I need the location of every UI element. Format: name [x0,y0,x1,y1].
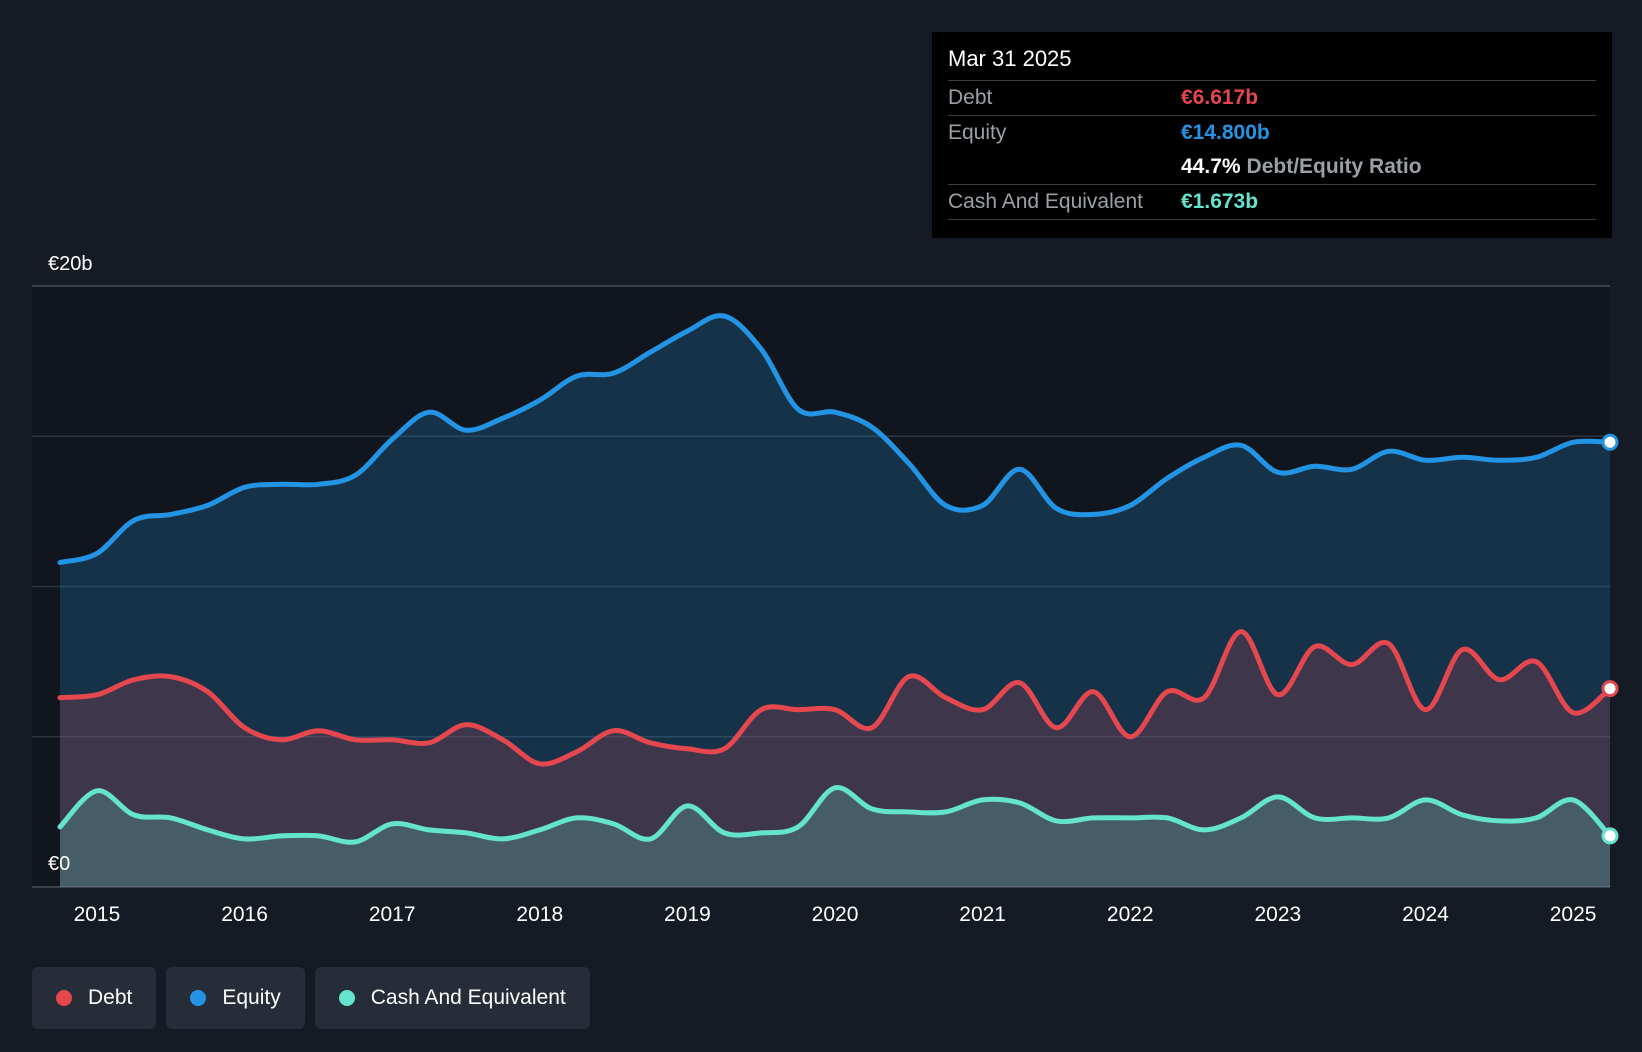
x-tick-label: 2018 [516,903,563,926]
legend-equity-button[interactable]: Equity [166,967,305,1029]
tooltip-debt-row: Debt €6.617b [948,81,1596,116]
cash-area [60,787,1610,887]
chart-legend: Debt Equity Cash And Equivalent [32,967,590,1029]
debt-dot-icon [56,990,72,1006]
tooltip-cash-row: Cash And Equivalent €1.673b [948,185,1596,220]
y-max-label: €20b [48,253,93,275]
tooltip-ratio-label: Debt/Equity Ratio [1246,155,1422,178]
tooltip-ratio-value: 44.7% [1181,155,1241,178]
legend-cash-button[interactable]: Cash And Equivalent [314,967,590,1029]
y-axis-labels: €20b €0 [48,253,93,875]
x-axis-ticks: 2015 2016 2017 2018 2019 2020 2021 2022 2023 2024… [74,903,1597,926]
x-tick-label: 2020 [812,903,859,926]
series-lines [57,313,1613,845]
legend-equity-label: Equity [222,986,281,1009]
x-tick-label: 2025 [1550,903,1597,926]
y-min-label: €0 [48,853,70,875]
equity-line [57,313,1613,565]
x-tick-label: 2024 [1402,903,1449,926]
debt-endpoint [1601,680,1619,698]
tooltip-equity-row: Equity €14.800b [948,116,1596,150]
tooltip-debt-value: €6.617b [1181,86,1259,109]
tooltip-equity-label: Equity [948,121,1007,144]
series-areas [60,315,1610,887]
x-tick-label: 2017 [369,903,416,926]
equity-dot-icon [190,990,207,1006]
series-endpoints [1601,433,1619,845]
legend-debt-button[interactable]: Debt [32,967,157,1029]
x-tick-label: 2015 [74,903,121,926]
x-tick-label: 2016 [221,903,268,926]
equity-endpoint [1601,433,1619,451]
tooltip-cash-label: Cash And Equivalent [948,190,1143,213]
tooltip-equity-value: €14.800b [1181,121,1270,144]
x-tick-label: 2022 [1107,903,1154,926]
debt-line [57,629,1613,767]
legend-cash-label: Cash And Equivalent [370,986,566,1009]
tooltip-date: Mar 31 2025 [948,44,1596,81]
cash-endpoint [1601,827,1619,845]
cash-line [57,785,1613,845]
x-tick-label: 2019 [664,903,711,926]
legend-debt-label: Debt [88,986,133,1009]
cash-dot-icon [338,990,355,1006]
x-tick-label: 2023 [1255,903,1302,926]
equity-area [60,315,1610,887]
debt-area [60,631,1610,887]
x-tick-label: 2021 [959,903,1006,926]
tooltip-debt-label: Debt [948,86,993,109]
tooltip-cash-value: €1.673b [1181,190,1259,213]
tooltip-panel: Mar 31 2025 Debt €6.617b Equity €14.800b… [932,32,1612,238]
tooltip-ratio-row: 44.7% Debt/Equity Ratio [948,150,1596,185]
